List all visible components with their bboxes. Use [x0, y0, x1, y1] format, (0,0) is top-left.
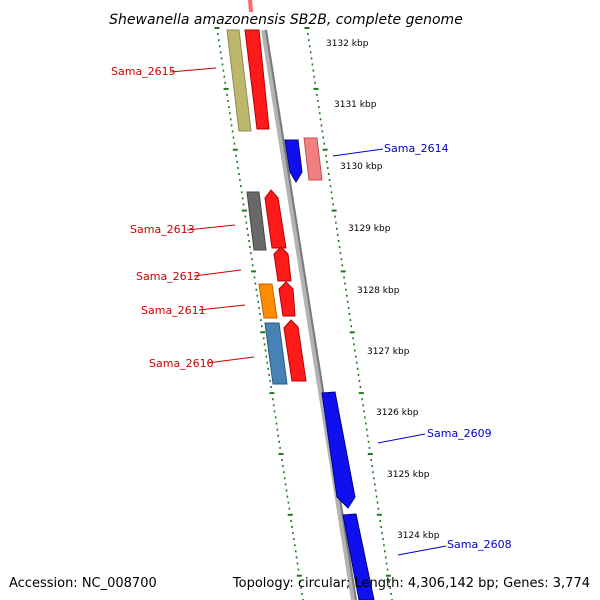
- gene-feature[interactable]: [321, 391, 356, 509]
- gene-feature[interactable]: [303, 137, 323, 181]
- gene-label-sama-2611[interactable]: Sama_2611: [141, 304, 206, 317]
- gene-feature[interactable]: [342, 513, 375, 600]
- gene-label-sama-2610[interactable]: Sama_2610: [149, 357, 214, 370]
- gene-labels: Sama_2615 Sama_2614 Sama_2613 Sama_2612 …: [111, 65, 512, 551]
- map-title: Shewanella amazonensis SB2B, complete ge…: [109, 12, 463, 28]
- scale-label: 3125 kbp: [387, 470, 430, 480]
- gene-feature[interactable]: [246, 191, 267, 251]
- scale-label: 3131 kbp: [334, 100, 377, 110]
- gene-feature[interactable]: [284, 139, 303, 183]
- gene-feature[interactable]: [273, 246, 292, 282]
- accession-text: Accession: NC_008700: [9, 576, 157, 591]
- gene-feature[interactable]: [283, 319, 307, 382]
- gene-label-sama-2609[interactable]: Sama_2609: [427, 427, 492, 440]
- gene-label-sama-2614[interactable]: Sama_2614: [384, 142, 449, 155]
- gene-label-sama-2612[interactable]: Sama_2612: [136, 270, 201, 283]
- inner-ruler: [214, 27, 304, 600]
- genome-info-text: Topology: circular; Length: 4,306,142 bp…: [232, 576, 590, 591]
- gene-feature[interactable]: [258, 283, 278, 319]
- outer-ruler: [304, 27, 393, 600]
- gene-feature[interactable]: [244, 29, 270, 130]
- gene-label-sama-2615[interactable]: Sama_2615: [111, 65, 176, 78]
- gene-label-sama-2613[interactable]: Sama_2613: [130, 223, 195, 236]
- scale-label: 3124 kbp: [397, 531, 440, 541]
- gene-feature[interactable]: [264, 189, 287, 249]
- gene-feature[interactable]: [264, 322, 288, 385]
- gene-label-sama-2608[interactable]: Sama_2608: [447, 538, 512, 551]
- gene-feature[interactable]: [278, 281, 296, 317]
- leader-line: [186, 224, 236, 231]
- scale-label: 3127 kbp: [367, 347, 410, 357]
- scale-labels: 3132 kbp 3131 kbp 3130 kbp 3129 kbp 3128…: [326, 39, 440, 541]
- scale-label: 3128 kbp: [357, 286, 400, 296]
- leader-line: [377, 433, 426, 444]
- gene-label-lines: [169, 67, 447, 556]
- scale-label: 3130 kbp: [340, 162, 383, 172]
- leader-line: [332, 148, 384, 157]
- leader-line: [193, 269, 242, 277]
- scale-label: 3132 kbp: [326, 39, 369, 49]
- gene-track: [226, 0, 375, 600]
- scale-label: 3126 kbp: [376, 408, 419, 418]
- gene-feature[interactable]: [226, 29, 252, 132]
- leader-line: [198, 304, 246, 311]
- leader-line: [169, 67, 217, 73]
- genome-backbone: [261, 29, 357, 600]
- scale-label: 3129 kbp: [348, 224, 391, 234]
- genome-backbone-shade: [265, 29, 357, 600]
- leader-line: [206, 356, 255, 364]
- leader-line: [397, 545, 447, 556]
- gene-feature[interactable]: [248, 0, 253, 12]
